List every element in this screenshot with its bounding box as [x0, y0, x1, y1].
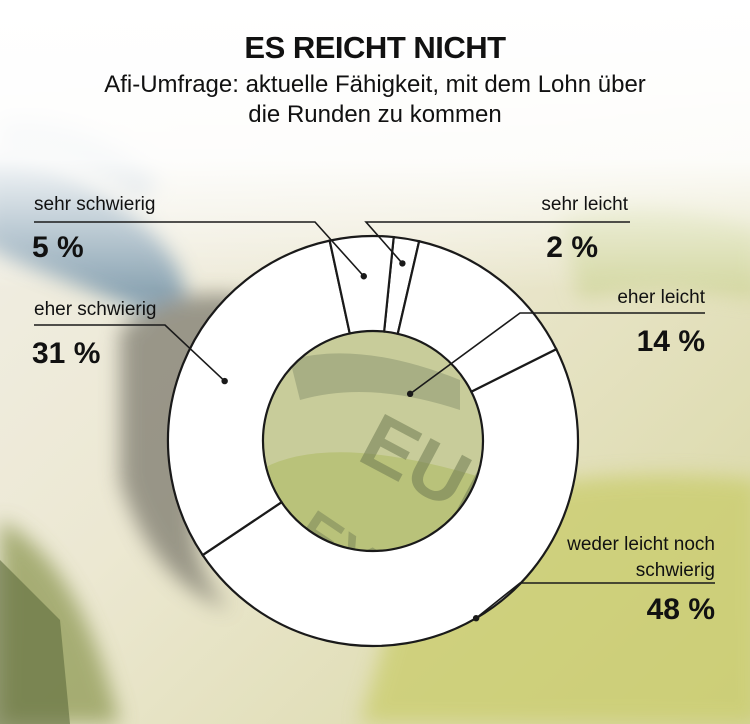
chart-title: ES REICHT NICHT: [244, 30, 506, 65]
slice-weder-leicht-noch-schwierig: [201, 347, 580, 648]
label-eher-leicht: eher leicht: [617, 287, 705, 308]
label-sehr-leicht: sehr leicht: [541, 194, 628, 215]
leader-line-sehr-leicht: [364, 221, 630, 264]
value-weder-leicht-noch-schwierig: 48 %: [646, 593, 715, 626]
leader-line-eher-schwierig: [34, 324, 226, 382]
chart-subtitle: Afi-Umfrage: aktuelle Fähigkeit, mit dem…: [104, 71, 646, 128]
leader-line-eher-leicht: [409, 312, 705, 395]
value-eher-leicht: 14 %: [636, 325, 705, 358]
value-sehr-schwierig: 5 %: [32, 231, 84, 264]
value-sehr-leicht: 2 %: [546, 231, 598, 264]
label-sehr-schwierig: sehr schwierig: [34, 194, 156, 215]
leader-line-weder-leicht-noch-schwierig: [475, 582, 715, 619]
slice-sehr-schwierig: [328, 234, 395, 335]
slice-eher-schwierig: [166, 239, 352, 557]
value-eher-schwierig: 31 %: [32, 337, 101, 370]
leader-line-sehr-schwierig: [34, 221, 365, 277]
label-eher-schwierig: eher schwierig: [34, 299, 157, 320]
label-weder-leicht-noch-schwierig: weder leicht noch schwierig: [567, 534, 715, 581]
